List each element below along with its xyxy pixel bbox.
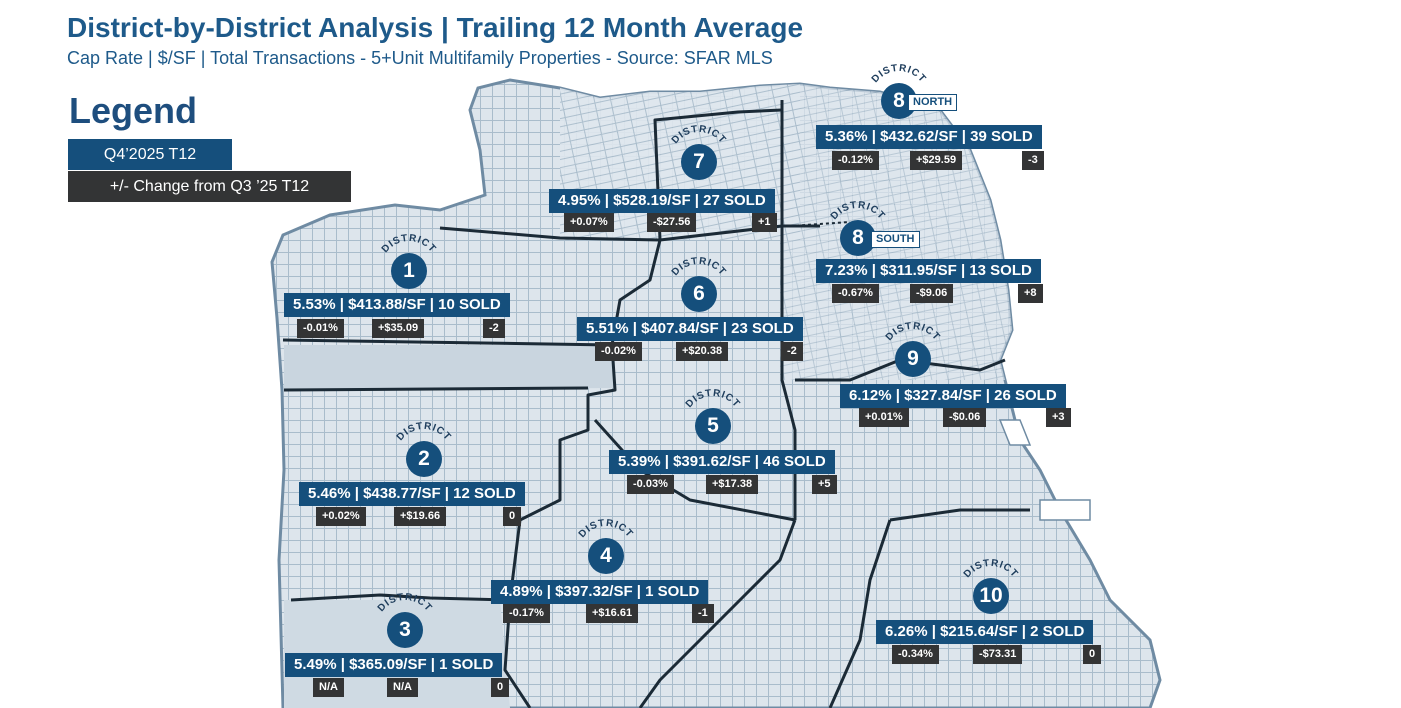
district-number-badge: 2 xyxy=(406,441,442,477)
district-word: DISTRICT xyxy=(670,124,728,146)
sold-count-change: -1 xyxy=(692,604,714,623)
cap-rate-change: N/A xyxy=(313,678,344,697)
price-per-sf-change: +$35.09 xyxy=(372,319,425,338)
district-arc-label: DISTRICT xyxy=(870,63,928,85)
district-arc-label: DISTRICT xyxy=(577,518,635,540)
district-arc-label: DISTRICT xyxy=(395,421,453,443)
page-title: District-by-District Analysis | Trailing… xyxy=(67,12,804,43)
sold-count-change: 0 xyxy=(1083,645,1102,664)
price-per-sf-change: -$73.31 xyxy=(973,645,1023,664)
district-word: DISTRICT xyxy=(380,233,438,255)
cap-rate-change: +0.02% xyxy=(316,507,366,526)
district-number-badge: 8 xyxy=(840,220,876,256)
price-per-sf-change: +$20.38 xyxy=(676,342,729,361)
cap-rate-change: -0.17% xyxy=(503,604,550,623)
district-word: DISTRICT xyxy=(670,256,728,278)
district-arc-label: DISTRICT xyxy=(380,233,438,255)
district-arc-label: DISTRICT xyxy=(670,124,728,146)
price-per-sf-change: -$0.06 xyxy=(943,408,987,427)
price-per-sf-change: +$17.38 xyxy=(706,475,759,494)
district-word: DISTRICT xyxy=(376,592,434,614)
page-subtitle: Cap Rate | $/SF | Total Transactions - 5… xyxy=(67,48,773,68)
district-number-badge: 9 xyxy=(895,341,931,377)
district-stat-bar: 5.36% | $432.62/SF | 39 SOLD xyxy=(816,125,1042,149)
price-per-sf-change: -$9.06 xyxy=(910,284,954,303)
legend-current-period: Q4’2025 T12 xyxy=(68,139,232,170)
district-subarea-tag: NORTH xyxy=(908,94,958,111)
district-subarea-tag: SOUTH xyxy=(871,231,920,248)
district-arc-label: DISTRICT xyxy=(829,200,887,222)
district-stat-bar: 4.89% | $397.32/SF | 1 SOLD xyxy=(491,580,709,604)
district-word: DISTRICT xyxy=(684,388,742,410)
district-number-badge: 3 xyxy=(387,612,423,648)
district-number-badge: 1 xyxy=(391,253,427,289)
district-arc-label: DISTRICT xyxy=(884,321,942,343)
price-per-sf-change: N/A xyxy=(387,678,418,697)
cap-rate-change: +0.01% xyxy=(859,408,909,427)
price-per-sf-change: +$16.61 xyxy=(586,604,639,623)
district-stat-bar: 7.23% | $311.95/SF | 13 SOLD xyxy=(816,259,1041,283)
price-per-sf-change: -$27.56 xyxy=(647,213,697,232)
sold-count-change: -3 xyxy=(1022,151,1044,170)
district-word: DISTRICT xyxy=(829,200,887,222)
district-arc-label: DISTRICT xyxy=(376,592,434,614)
district-word: DISTRICT xyxy=(962,558,1020,580)
legend-change-label: +/- Change from Q3 ’25 T12 xyxy=(68,171,351,202)
district-word: DISTRICT xyxy=(577,518,635,540)
sold-count-change: +3 xyxy=(1046,408,1071,427)
cap-rate-change: -0.34% xyxy=(892,645,939,664)
district-number-badge: 10 xyxy=(973,578,1009,614)
price-per-sf-change: +$29.59 xyxy=(910,151,963,170)
sold-count-change: +8 xyxy=(1018,284,1043,303)
cap-rate-change: -0.12% xyxy=(832,151,879,170)
district-stat-bar: 5.51% | $407.84/SF | 23 SOLD xyxy=(577,317,803,341)
district-stat-bar: 6.26% | $215.64/SF | 2 SOLD xyxy=(876,620,1094,644)
district-number-badge: 7 xyxy=(681,144,717,180)
sold-count-change: +5 xyxy=(812,475,837,494)
district-word: DISTRICT xyxy=(884,321,942,343)
district-arc-label: DISTRICT xyxy=(962,558,1020,580)
cap-rate-change: -0.02% xyxy=(595,342,642,361)
district-stat-bar: 5.49% | $365.09/SF | 1 SOLD xyxy=(285,653,503,677)
district-arc-label: DISTRICT xyxy=(670,256,728,278)
district-number-badge: 6 xyxy=(681,276,717,312)
cap-rate-change: -0.67% xyxy=(832,284,879,303)
district-stat-bar: 4.95% | $528.19/SF | 27 SOLD xyxy=(549,189,775,213)
district-stat-bar: 6.12% | $327.84/SF | 26 SOLD xyxy=(840,384,1066,408)
cap-rate-change: -0.03% xyxy=(627,475,674,494)
price-per-sf-change: +$19.66 xyxy=(394,507,447,526)
district-stat-bar: 5.46% | $438.77/SF | 12 SOLD xyxy=(299,482,525,506)
sold-count-change: 0 xyxy=(491,678,510,697)
sold-count-change: 0 xyxy=(503,507,522,526)
district-number-badge: 5 xyxy=(695,408,731,444)
district-stat-bar: 5.39% | $391.62/SF | 46 SOLD xyxy=(609,450,835,474)
district-word: DISTRICT xyxy=(870,63,928,85)
district-number-badge: 4 xyxy=(588,538,624,574)
legend-title: Legend xyxy=(69,90,198,131)
cap-rate-change: +0.07% xyxy=(564,213,614,232)
sold-count-change: +1 xyxy=(752,213,777,232)
district-stat-bar: 5.53% | $413.88/SF | 10 SOLD xyxy=(284,293,510,317)
cap-rate-change: -0.01% xyxy=(297,319,344,338)
district-arc-label: DISTRICT xyxy=(684,388,742,410)
sold-count-change: -2 xyxy=(781,342,803,361)
sold-count-change: -2 xyxy=(483,319,505,338)
district-word: DISTRICT xyxy=(395,421,453,443)
